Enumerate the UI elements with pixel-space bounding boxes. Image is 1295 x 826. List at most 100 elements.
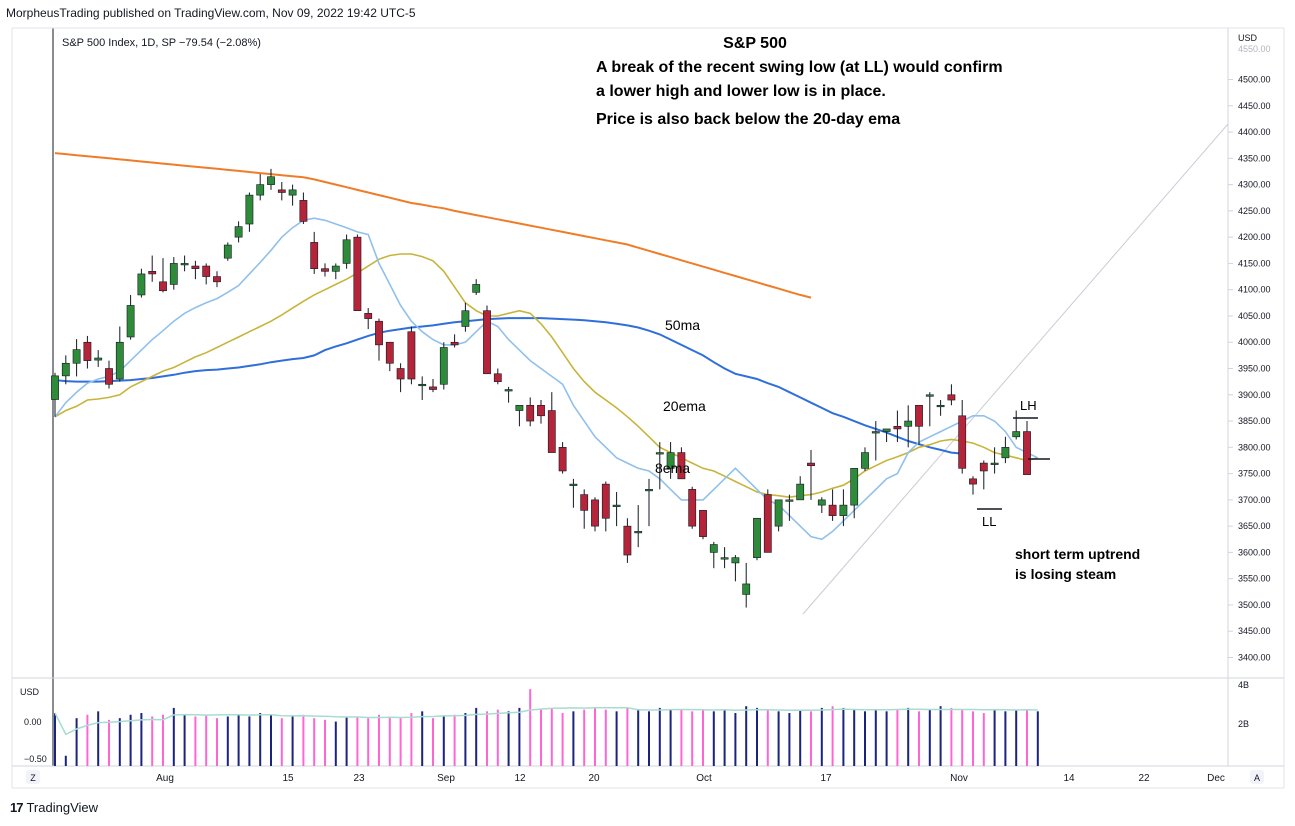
candle[interactable] <box>483 305 491 375</box>
candle[interactable] <box>839 489 848 527</box>
candle[interactable] <box>375 318 383 361</box>
candle[interactable] <box>353 234 362 312</box>
candlestick-series[interactable] <box>51 168 1031 608</box>
candle[interactable] <box>547 392 556 453</box>
candle[interactable] <box>893 410 902 443</box>
candle[interactable] <box>429 379 437 393</box>
candle[interactable] <box>83 335 92 369</box>
candle[interactable] <box>807 449 815 500</box>
candle[interactable] <box>720 547 729 569</box>
candle[interactable] <box>180 255 189 272</box>
ema20-line[interactable] <box>54 253 1038 499</box>
candle[interactable] <box>148 255 157 282</box>
candle[interactable] <box>169 257 178 290</box>
candle[interactable] <box>1023 421 1031 475</box>
candle[interactable] <box>915 404 923 445</box>
candle[interactable] <box>623 518 632 563</box>
candle[interactable] <box>969 476 977 495</box>
candle[interactable] <box>321 263 329 277</box>
candle[interactable] <box>418 376 427 401</box>
candle[interactable] <box>105 360 113 389</box>
candle[interactable] <box>591 497 599 532</box>
candle[interactable] <box>51 372 59 417</box>
candle[interactable] <box>817 497 826 513</box>
candle[interactable] <box>774 499 783 532</box>
candle[interactable] <box>904 405 913 448</box>
candle[interactable] <box>828 489 837 521</box>
candle[interactable] <box>61 355 70 385</box>
candle[interactable] <box>688 486 697 529</box>
candle[interactable] <box>785 494 794 521</box>
candle[interactable] <box>537 400 545 424</box>
candle[interactable] <box>677 447 686 480</box>
candle[interactable] <box>115 326 124 382</box>
ma200-line[interactable] <box>54 152 812 299</box>
candle[interactable] <box>634 505 643 548</box>
candle[interactable] <box>407 326 416 385</box>
price-axis[interactable]: 3400.00 3450.00 3500.00 3550.00 3600.00 3650.… <box>1228 75 1271 663</box>
candle[interactable] <box>137 268 146 298</box>
ma50-line[interactable] <box>54 317 963 455</box>
ema8-line[interactable] <box>54 217 1039 541</box>
candle[interactable] <box>288 184 297 206</box>
candle[interactable] <box>439 342 448 390</box>
candle[interactable] <box>871 421 880 461</box>
volume-series[interactable] <box>54 689 1039 766</box>
candle[interactable] <box>493 368 502 385</box>
candle[interactable] <box>958 400 967 474</box>
candle[interactable] <box>223 242 232 261</box>
candle[interactable] <box>526 397 535 427</box>
candle[interactable] <box>213 271 221 288</box>
candle[interactable] <box>645 478 653 527</box>
price-pane[interactable] <box>53 28 1228 676</box>
candle[interactable] <box>396 363 405 393</box>
candle[interactable] <box>385 341 394 372</box>
candle[interactable] <box>709 541 718 569</box>
candle[interactable] <box>504 386 513 403</box>
candle[interactable] <box>342 234 351 269</box>
candle[interactable] <box>202 263 211 285</box>
candle[interactable] <box>191 260 200 280</box>
candle[interactable] <box>666 442 675 479</box>
candle[interactable] <box>947 384 956 406</box>
candle[interactable] <box>990 447 999 474</box>
candle[interactable] <box>515 404 524 427</box>
candle[interactable] <box>461 302 470 332</box>
candle[interactable] <box>364 308 373 330</box>
candle[interactable] <box>580 489 589 529</box>
candle[interactable] <box>655 442 664 490</box>
candle[interactable] <box>72 339 81 377</box>
candle[interactable] <box>331 263 340 280</box>
candle[interactable] <box>763 489 772 553</box>
candle[interactable] <box>979 460 988 490</box>
candle[interactable] <box>1001 436 1010 464</box>
time-axis[interactable]: Aug 15 23 Sep 12 20 Oct 17 Nov 14 22 Dec <box>156 773 1225 784</box>
auto-scale-button[interactable] <box>1250 770 1264 784</box>
candle[interactable] <box>699 510 707 540</box>
candle[interactable] <box>742 562 751 608</box>
candle[interactable] <box>850 468 859 519</box>
candle[interactable] <box>126 294 135 340</box>
candle[interactable] <box>245 192 254 232</box>
candle[interactable] <box>753 517 761 561</box>
candle[interactable] <box>450 334 459 348</box>
candle[interactable] <box>731 555 740 582</box>
candle[interactable] <box>796 476 805 501</box>
candle[interactable] <box>267 168 275 190</box>
candle[interactable] <box>925 392 934 427</box>
tradingview-brand[interactable]: 17 TradingView <box>10 800 98 815</box>
candle[interactable] <box>234 221 243 243</box>
candle[interactable] <box>159 258 167 293</box>
symbol-legend[interactable]: S&P 500 Index, 1D, SP −79.54 (−2.08%) <box>62 37 261 49</box>
candle[interactable] <box>299 192 308 225</box>
candle[interactable] <box>94 350 103 367</box>
candle[interactable] <box>612 491 621 527</box>
candle[interactable] <box>558 442 567 474</box>
candle[interactable] <box>569 478 578 508</box>
candle[interactable] <box>936 400 945 416</box>
candle[interactable] <box>601 481 610 532</box>
candle[interactable] <box>882 428 891 443</box>
candle[interactable] <box>472 279 481 295</box>
zoom-button[interactable] <box>26 770 40 784</box>
